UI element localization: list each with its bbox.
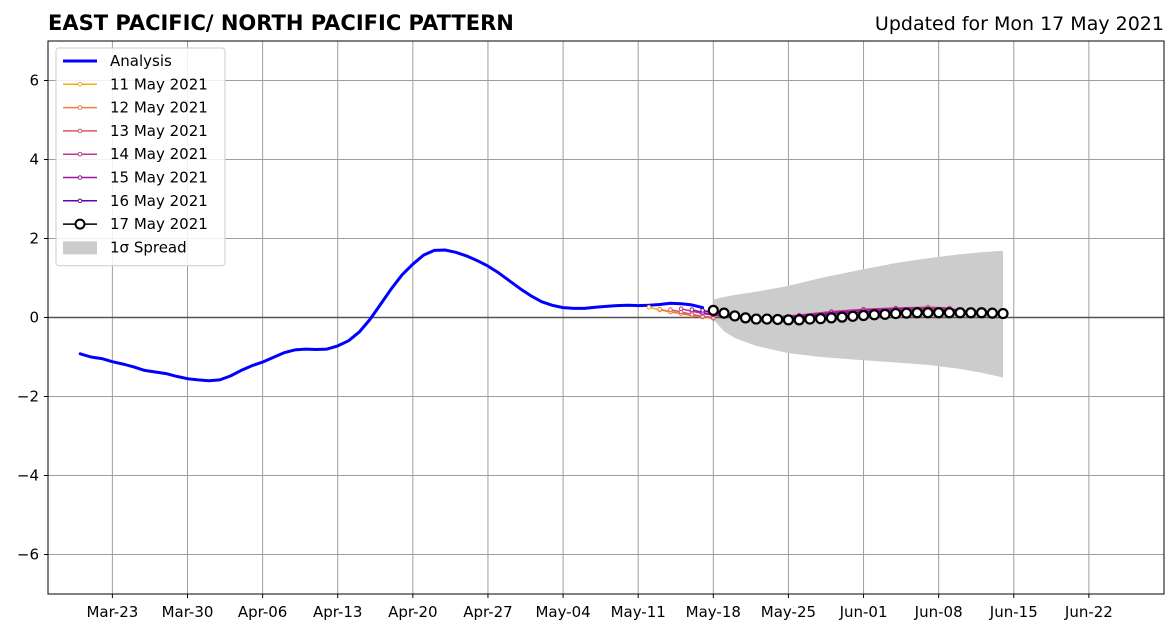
data-point-14-may-2021: [678, 306, 684, 312]
legend-item-14-may-2021: 14 May 2021: [63, 145, 208, 163]
data-point-17-may-2021: [707, 304, 719, 316]
axes-frame: [47, 40, 1165, 595]
data-point-17-may-2021: [793, 314, 805, 326]
y-tick-label: 6: [29, 72, 39, 90]
data-point-17-may-2021: [739, 312, 752, 324]
legend-item-16-may-2021: 16 May 2021: [63, 192, 208, 210]
legend-item-spread: 1σ Spread: [63, 238, 187, 256]
legend-label: 12 May 2021: [110, 99, 208, 117]
legend-label: 11 May 2021: [110, 75, 208, 93]
legend-marker: [77, 151, 83, 157]
legend-label: 13 May 2021: [110, 122, 208, 140]
x-tick-label: Jun-15: [989, 603, 1038, 621]
data-point-17-may-2021: [900, 307, 913, 319]
x-tick-label: May-18: [686, 603, 741, 621]
legend-item-analysis: Analysis: [63, 52, 172, 70]
legend-marker: [77, 198, 83, 204]
data-point-17-may-2021: [879, 308, 891, 320]
data-point-17-may-2021: [890, 307, 902, 320]
legend: Analysis 11 May 2021 12 May 2021 13 May 202…: [55, 47, 226, 267]
legend-label: 16 May 2021: [110, 192, 208, 210]
data-point-17-may-2021: [943, 307, 955, 319]
data-point-17-may-2021: [729, 310, 741, 322]
data-point-17-may-2021: [868, 309, 880, 321]
legend-marker: [77, 82, 83, 87]
x-tick-label: Apr-13: [313, 603, 363, 621]
legend-marker: [74, 218, 86, 230]
x-tick-label: Apr-20: [388, 603, 438, 621]
data-point-17-may-2021: [750, 313, 762, 325]
x-tick-label: May-04: [535, 603, 590, 621]
legend-label: 14 May 2021: [110, 145, 208, 163]
data-point-13-may-2021: [668, 307, 673, 312]
legend-label: 1σ Spread: [110, 238, 187, 256]
x-tick-label: Jun-22: [1064, 603, 1113, 621]
x-tick-label: Mar-30: [162, 603, 214, 621]
x-tick-label: May-25: [761, 603, 816, 621]
legend-marker: [77, 128, 83, 134]
chart-title: EAST PACIFIC/ NORTH PACIFIC PATTERN: [48, 11, 514, 35]
data-point-17-may-2021: [772, 313, 784, 326]
data-point-17-may-2021: [847, 310, 859, 322]
legend-label: 17 May 2021: [110, 215, 208, 233]
legend-label: 15 May 2021: [110, 169, 208, 187]
legend-swatch: [63, 241, 97, 255]
data-point-17-may-2021: [954, 307, 966, 319]
legend-item-15-may-2021: 15 May 2021: [63, 169, 208, 187]
y-tick-label: −6: [17, 546, 39, 564]
legend-item-11-may-2021: 11 May 2021: [63, 75, 208, 93]
chart-subtitle: Updated for Mon 17 May 2021: [875, 13, 1164, 35]
x-tick-label: Mar-23: [86, 603, 138, 621]
x-tick-label: Jun-01: [839, 603, 888, 621]
legend-item-13-may-2021: 13 May 2021: [63, 122, 208, 140]
data-point-17-may-2021: [933, 307, 945, 319]
y-tick-label: 0: [29, 309, 39, 327]
data-point-17-may-2021: [911, 307, 923, 319]
data-point-17-may-2021: [825, 312, 837, 324]
x-tick-label: Jun-08: [914, 603, 963, 621]
data-point-17-may-2021: [761, 313, 773, 325]
data-point-17-may-2021: [965, 307, 977, 319]
data-point-17-may-2021: [815, 313, 827, 325]
data-point-17-may-2021: [836, 311, 848, 323]
legend-marker: [77, 175, 83, 180]
x-tick-label: Apr-27: [463, 603, 513, 621]
y-tick-label: −2: [17, 388, 39, 406]
y-tick-label: 4: [29, 151, 39, 169]
data-point-17-may-2021: [986, 307, 998, 319]
x-tick-label: May-11: [611, 603, 666, 621]
data-point-16-may-2021: [700, 308, 705, 313]
data-point-17-may-2021: [997, 307, 1009, 320]
data-point-17-may-2021: [857, 309, 870, 322]
y-tick-label: −4: [17, 467, 39, 485]
legend-item-12-may-2021: 12 May 2021: [63, 99, 208, 117]
data-point-15-may-2021: [689, 307, 695, 312]
data-point-17-may-2021: [922, 307, 934, 319]
data-point-12-may-2021: [657, 306, 662, 312]
plot-series: [48, 248, 1164, 383]
series-line-analysis: [78, 248, 705, 383]
legend-marker: [77, 105, 83, 110]
data-point-17-may-2021: [804, 313, 816, 325]
plot-area: −6 −4 −2 0 2 4 6 Mar-23 Mar-30 Apr-06 Apr-13 Apr-20…: [17, 40, 1165, 621]
data-point-11-may-2021: [646, 304, 652, 310]
legend-label: Analysis: [110, 52, 172, 70]
x-tick-label: Apr-06: [238, 603, 288, 621]
legend-item-17-may-2021: 17 May 2021: [63, 215, 208, 233]
y-tick-label: 2: [29, 230, 39, 248]
data-point-17-may-2021: [718, 307, 730, 319]
legend-box: [55, 47, 226, 267]
data-point-17-may-2021: [782, 314, 795, 326]
data-point-17-may-2021: [975, 307, 988, 319]
